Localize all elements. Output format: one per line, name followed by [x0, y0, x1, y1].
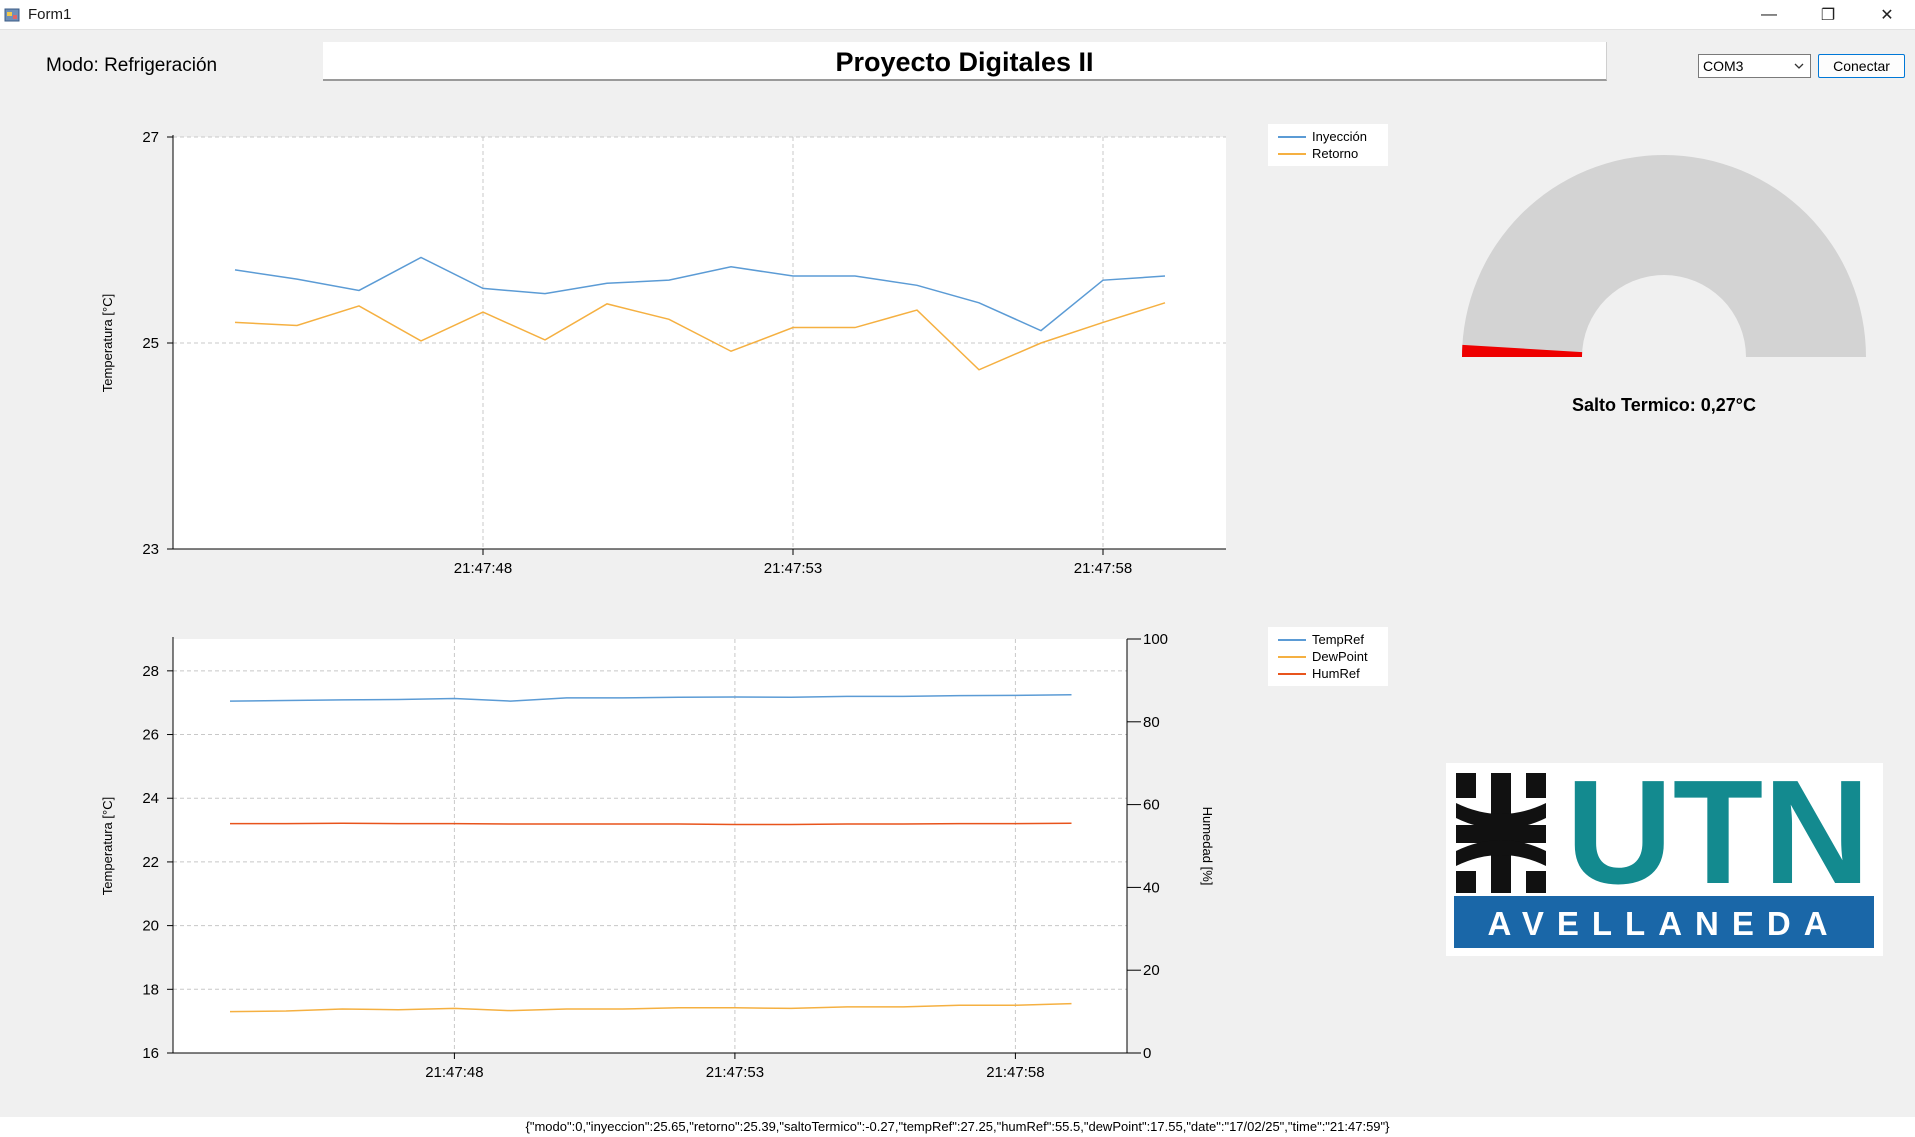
gauge-fill [1462, 344, 1583, 357]
legend-swatch [1278, 152, 1306, 155]
chart1-legend: Inyección Retorno [1268, 124, 1388, 166]
logo-utn-text: UTN [1566, 763, 1870, 915]
connect-button[interactable]: Conectar [1818, 54, 1905, 78]
com-port-select[interactable]: COM3 [1698, 54, 1811, 78]
chart1-x-tick-label: 21:47:48 [454, 560, 512, 577]
chart2-x-tick-label: 21:47:58 [986, 1064, 1044, 1081]
chart2-y-tick-label: 26 [142, 727, 159, 744]
chart2-y-label: Temperatura [°C] [100, 797, 115, 895]
chart2-plot-area [173, 639, 1127, 1053]
legend-label: Inyección [1312, 129, 1367, 144]
chart2-y2-tick-label: 0 [1143, 1045, 1151, 1062]
chart2-x-tick-label: 21:47:48 [425, 1064, 483, 1081]
chart2-y-tick-label: 28 [142, 663, 159, 680]
chart2-y2-tick-label: 80 [1143, 714, 1160, 731]
chart2-y-tick-label: 20 [142, 918, 159, 935]
chart1-y-tick-label: 25 [142, 335, 159, 352]
chart2-y2-tick-label: 60 [1143, 797, 1160, 814]
legend-item: HumRef [1278, 665, 1378, 682]
window-title: Form1 [28, 6, 72, 23]
chart1-x-tick-label: 21:47:53 [764, 560, 822, 577]
chart2-y2-label: Humedad [%] [1200, 807, 1215, 886]
chart2-y-tick-label: 22 [142, 854, 159, 871]
chart2-y2-tick-label: 100 [1143, 631, 1168, 648]
mode-label: Modo: Refrigeración [46, 55, 218, 76]
legend-swatch [1278, 672, 1306, 675]
legend-item: TempRef [1278, 631, 1378, 648]
logo-avellaneda-text: AVELLANEDA [1487, 905, 1840, 942]
legend-label: DewPoint [1312, 649, 1368, 664]
app-icon [4, 8, 20, 22]
chart1-x-tick-label: 21:47:58 [1074, 560, 1132, 577]
legend-item: Inyección [1278, 128, 1378, 145]
chart2-y2-tick-label: 40 [1143, 879, 1160, 896]
chart1-series-retorno [234, 302, 1166, 371]
chart2-series-tempref [229, 693, 1072, 702]
utn-avellaneda-logo: UTN AVELLANEDA [1446, 763, 1883, 956]
legend-label: Retorno [1312, 146, 1359, 161]
legend-label: HumRef [1312, 666, 1360, 681]
chart2-y2-tick-label: 20 [1143, 962, 1160, 979]
chart2-y-tick-label: 18 [142, 981, 159, 998]
legend-swatch [1278, 135, 1306, 138]
chart1-y-tick-label: 23 [142, 541, 159, 558]
chart1-series-inyección [234, 256, 1166, 332]
chart2-x-tick-label: 21:47:53 [706, 1064, 764, 1081]
chart1-y-tick-label: 27 [142, 129, 159, 146]
serial-data-readout: {"modo":0,"inyeccion":25.65,"retorno":25… [0, 1117, 1915, 1137]
chart1-plot-area [173, 137, 1226, 549]
legend-label: TempRef [1312, 632, 1365, 647]
chart2-legend: TempRef DewPoint HumRef [1268, 627, 1388, 686]
chart2-series-humref [230, 822, 1072, 826]
thermal-jump-label: Salto Termico: 0,27°C [1572, 395, 1756, 415]
com-port-value: COM3 [1703, 58, 1744, 74]
chevron-down-icon [1794, 63, 1804, 69]
chart2-y-tick-label: 16 [142, 1045, 159, 1062]
minimize-button[interactable]: — [1761, 5, 1777, 23]
legend-swatch [1278, 638, 1306, 641]
page-title: Proyecto Digitales II [323, 42, 1607, 81]
close-button[interactable]: ✕ [1880, 6, 1894, 24]
chart1-y-label: Temperatura [°C] [100, 294, 115, 392]
chart2-series-dewpoint [229, 1002, 1072, 1013]
legend-swatch [1278, 655, 1306, 658]
gauge-track [1462, 155, 1866, 357]
thermal-jump-gauge [1462, 155, 1866, 357]
legend-item: Retorno [1278, 145, 1378, 162]
title-bar: Form1 — ❐ ✕ [0, 0, 1915, 30]
chart2-y-tick-label: 24 [142, 790, 159, 807]
restore-button[interactable]: ❐ [1820, 6, 1836, 24]
legend-item: DewPoint [1278, 648, 1378, 665]
